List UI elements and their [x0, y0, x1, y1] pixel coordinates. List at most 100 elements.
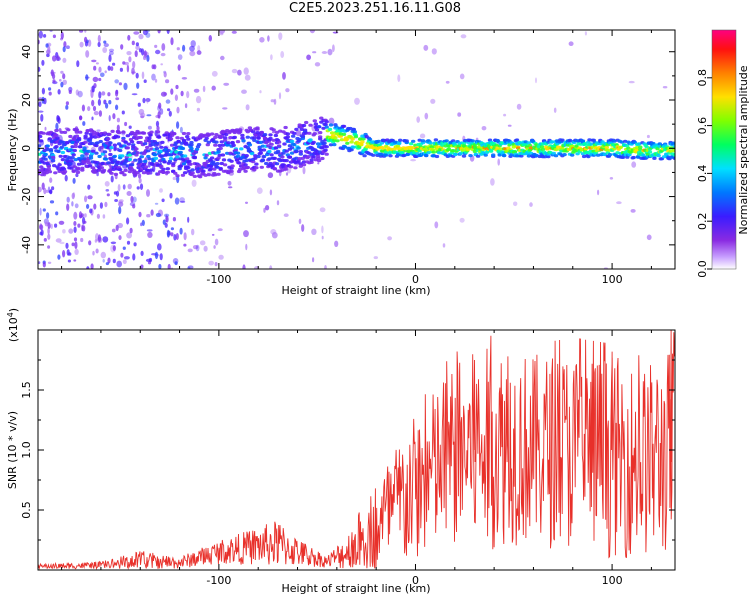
- spectrogram-noise-cell: [112, 62, 116, 66]
- spectrogram-noise-cell: [140, 250, 144, 256]
- spectrogram-noise-cell: [63, 41, 67, 48]
- colorbar-ticks: 0.0 0.2 0.4 0.6 0.8: [696, 69, 712, 278]
- spectrogram-cell: [214, 140, 219, 144]
- spectrogram-cell: [106, 161, 111, 165]
- spectrogram-cell: [89, 141, 95, 146]
- spectrogram-cell: [323, 148, 328, 152]
- spectrogram-noise-cell: [172, 176, 177, 181]
- spectrogram-noise-cell: [182, 44, 186, 52]
- spectrogram-noise-cell: [211, 70, 218, 77]
- spectrogram-cell: [113, 172, 119, 176]
- spectrogram-cell: [74, 134, 80, 138]
- spectrogram-noise-cell: [584, 31, 588, 36]
- spectrogram-cell: [324, 152, 329, 156]
- spectrogram-noise-cell: [133, 31, 140, 35]
- spectrogram-cell: [612, 139, 617, 143]
- spectrogram-noise-cell: [79, 214, 83, 219]
- spectrogram-noise-cell: [214, 262, 218, 267]
- spectrogram-noise-cell: [497, 158, 501, 166]
- spectrogram-cell: [672, 144, 675, 148]
- spectrogram-noise-cell: [135, 72, 139, 79]
- spectrogram-noise-cell: [48, 87, 52, 91]
- spectrogram-noise-cell: [192, 245, 199, 250]
- spectrogram-noise-cell: [40, 114, 44, 122]
- spectrogram-noise-cell: [64, 174, 68, 182]
- spectrogram-cell: [70, 156, 75, 160]
- spectrogram-cell: [254, 166, 259, 170]
- spectrogram-noise-cell: [98, 91, 102, 99]
- spectrogram-cell: [619, 140, 625, 144]
- spectrogram-cell: [218, 166, 223, 171]
- spectrogram-cell: [318, 137, 323, 141]
- spectrogram-cell: [195, 170, 201, 174]
- spectrogram-noise-cell: [129, 227, 133, 234]
- spectrogram-cell: [229, 169, 234, 173]
- spectrogram-cell: [240, 136, 245, 140]
- spectrogram-noise-cell: [57, 254, 61, 260]
- spectrogram-cell: [431, 150, 436, 154]
- spectrogram-cell: [135, 171, 140, 175]
- spectrogram-cell: [657, 142, 662, 146]
- spectrogram-cell: [297, 157, 302, 161]
- spectrogram-cell: [440, 143, 445, 147]
- spectrogram-cell: [168, 137, 174, 141]
- spectrogram-noise-cell: [48, 91, 52, 96]
- spectrogram-cell: [120, 154, 125, 158]
- spectrogram-cell: [149, 147, 154, 151]
- spectrogram-cell: [553, 154, 559, 158]
- spectrogram-noise-cell: [138, 173, 142, 179]
- spectrogram-cell: [162, 160, 167, 164]
- spectrogram-noise-cell: [41, 59, 45, 66]
- spectrogram-cell: [208, 164, 214, 168]
- spectrogram-noise-cell: [124, 61, 129, 66]
- spectrogram-noise-cell: [122, 61, 126, 65]
- spectrogram-cell: [341, 132, 347, 136]
- spectrogram-cell: [205, 143, 210, 147]
- spectrogram-cell: [203, 156, 208, 160]
- spectrogram-cell: [209, 156, 215, 160]
- spectrogram-cell: [268, 136, 273, 140]
- spectrogram-cell: [127, 157, 133, 162]
- spectrogram-noise-cell: [166, 229, 170, 238]
- spectrogram-noise-cell: [117, 184, 121, 192]
- spectrogram-cell: [388, 154, 393, 158]
- spectrogram-cell: [567, 138, 573, 142]
- spectrogram-cell: [97, 168, 102, 172]
- spectrogram-cell: [289, 146, 295, 150]
- spectrogram-cell: [264, 161, 269, 166]
- spectrogram-cell: [671, 149, 675, 153]
- spectrogram-cell: [282, 142, 287, 146]
- spectrogram-cell: [80, 168, 85, 172]
- spectrogram-cell: [446, 147, 452, 151]
- spectrogram-cell: [147, 157, 152, 161]
- spectrogram-noise-cell: [142, 97, 146, 104]
- spectrogram-cell: [137, 131, 142, 135]
- spectrogram-noise-cell: [276, 200, 280, 206]
- spectrogram-noise-cell: [167, 108, 171, 112]
- spectrogram-cell: [329, 131, 335, 135]
- spectrogram-cell: [102, 150, 108, 154]
- spectrogram-noise-cell: [143, 55, 147, 61]
- spectrogram-cell: [243, 163, 248, 167]
- spectrogram-noise-cell: [71, 242, 75, 247]
- spectrogram-cell: [514, 138, 520, 142]
- spectrogram-noise-cell: [65, 45, 70, 49]
- spectrogram-cell: [53, 171, 58, 175]
- spectrogram-cell: [285, 132, 290, 136]
- spectrogram-cell: [560, 138, 565, 142]
- spectrogram-noise-cell: [285, 172, 289, 176]
- spectrogram-noise-cell: [170, 232, 174, 237]
- spectrogram-cell: [461, 142, 467, 146]
- spectrogram-noise-cell: [59, 241, 65, 245]
- spectrogram-noise-cell: [87, 195, 93, 200]
- spectrogram-noise-cell: [66, 196, 70, 203]
- spectrogram-noise-cell: [54, 223, 58, 228]
- spectrogram-cell: [94, 151, 99, 155]
- spectrogram-cell: [67, 156, 72, 160]
- spectrogram-noise-cell: [259, 90, 262, 94]
- spectrogram-noise-cell: [156, 126, 160, 131]
- spectrogram-cell: [299, 127, 304, 131]
- spectrogram-cell: [497, 153, 502, 157]
- spectrogram-noise-cell: [169, 192, 173, 199]
- spectrogram-cell: [600, 140, 605, 144]
